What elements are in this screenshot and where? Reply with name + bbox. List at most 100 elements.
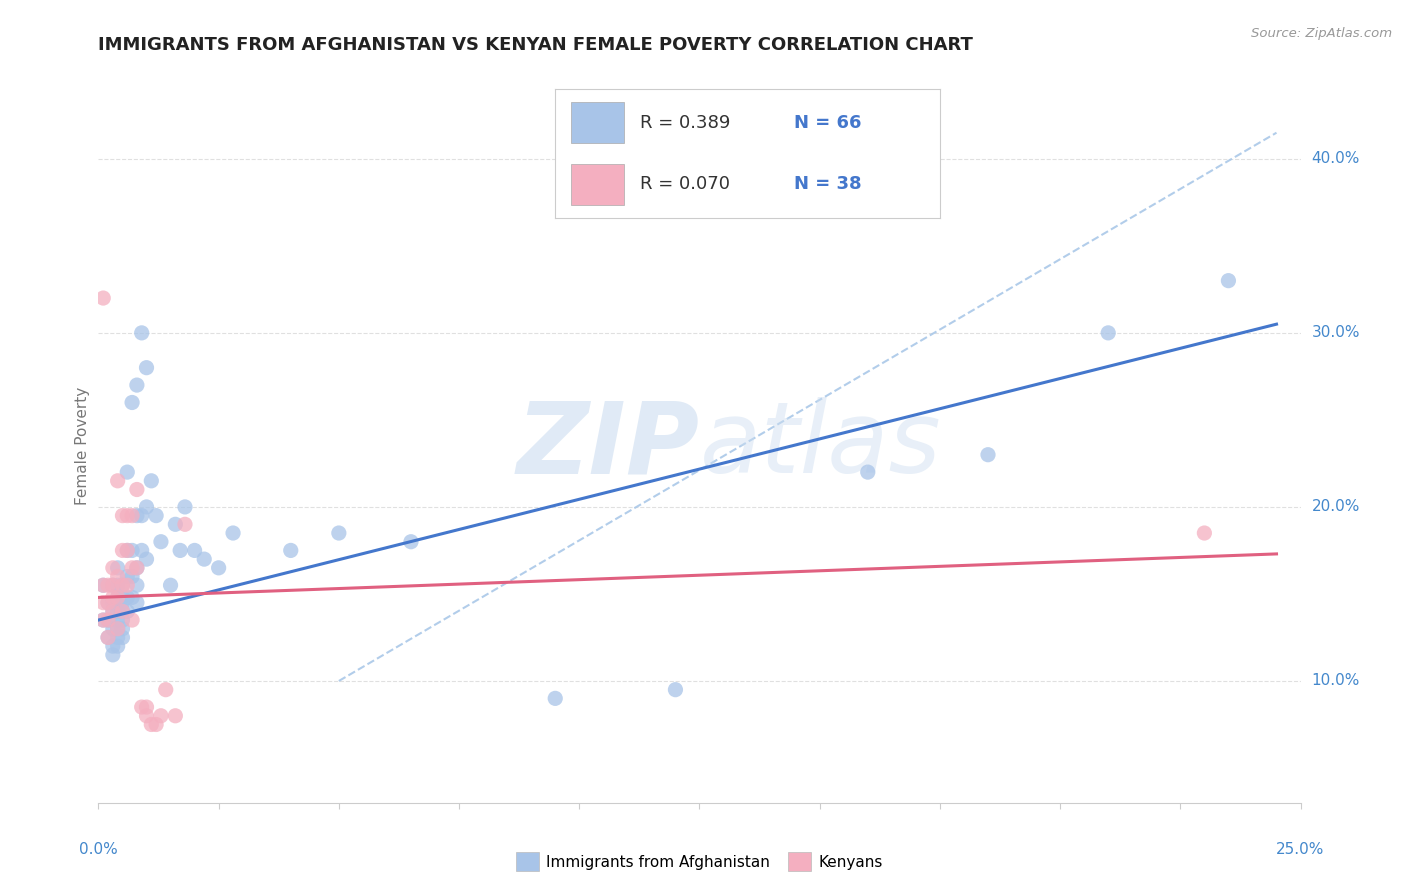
Point — [169, 543, 191, 558]
Point — [544, 691, 567, 706]
Point — [174, 517, 197, 532]
Point — [107, 561, 129, 575]
Point — [111, 604, 134, 618]
Point — [125, 508, 148, 523]
Point — [141, 717, 163, 731]
Point — [131, 508, 153, 523]
Point — [107, 578, 129, 592]
Point — [101, 648, 124, 662]
Point — [91, 578, 114, 592]
Point — [165, 708, 187, 723]
Point — [101, 604, 124, 618]
Point — [101, 591, 124, 605]
Point — [107, 613, 129, 627]
Y-axis label: Female Poverty: Female Poverty — [75, 387, 90, 505]
Point — [107, 639, 129, 653]
Point — [135, 700, 157, 714]
Point — [856, 465, 879, 479]
Point — [111, 578, 134, 592]
Point — [101, 561, 124, 575]
Text: Source: ZipAtlas.com: Source: ZipAtlas.com — [1251, 27, 1392, 40]
Point — [107, 622, 129, 636]
Text: 40.0%: 40.0% — [1312, 152, 1360, 166]
Point — [141, 474, 163, 488]
Point — [121, 395, 143, 409]
Text: IMMIGRANTS FROM AFGHANISTAN VS KENYAN FEMALE POVERTY CORRELATION CHART: IMMIGRANTS FROM AFGHANISTAN VS KENYAN FE… — [98, 36, 973, 54]
Point — [145, 717, 167, 731]
Point — [399, 534, 422, 549]
Point — [91, 578, 114, 592]
Point — [121, 613, 143, 627]
Point — [280, 543, 302, 558]
Point — [121, 561, 143, 575]
Point — [117, 591, 139, 605]
Point — [111, 543, 134, 558]
Point — [117, 508, 139, 523]
Point — [135, 360, 157, 375]
Point — [149, 534, 172, 549]
Point — [222, 526, 245, 541]
Point — [97, 596, 120, 610]
Point — [111, 578, 134, 592]
Point — [125, 378, 148, 392]
Point — [977, 448, 1000, 462]
Point — [1097, 326, 1119, 340]
Point — [149, 708, 172, 723]
Point — [97, 631, 120, 645]
Point — [174, 500, 197, 514]
Point — [101, 604, 124, 618]
Point — [111, 596, 134, 610]
Point — [107, 631, 129, 645]
Point — [111, 604, 134, 618]
Point — [125, 483, 148, 497]
Point — [145, 508, 167, 523]
Point — [159, 578, 181, 592]
Point — [125, 561, 148, 575]
Point — [193, 552, 215, 566]
Text: atlas: atlas — [699, 398, 941, 494]
Point — [107, 569, 129, 583]
Point — [101, 622, 124, 636]
Point — [107, 591, 129, 605]
Point — [165, 517, 187, 532]
Point — [183, 543, 205, 558]
Text: 30.0%: 30.0% — [1312, 326, 1360, 341]
Point — [125, 596, 148, 610]
Point — [131, 543, 153, 558]
Point — [91, 596, 114, 610]
Point — [131, 326, 153, 340]
Point — [97, 596, 120, 610]
Point — [101, 578, 124, 592]
Point — [107, 591, 129, 605]
Point — [101, 578, 124, 592]
Point — [101, 596, 124, 610]
Point — [117, 604, 139, 618]
Point — [1194, 526, 1216, 541]
Point — [121, 591, 143, 605]
Point — [1218, 274, 1240, 288]
Text: 0.0%: 0.0% — [79, 842, 118, 856]
Point — [97, 578, 120, 592]
Point — [111, 613, 134, 627]
Point — [121, 543, 143, 558]
Point — [97, 613, 120, 627]
Point — [107, 622, 129, 636]
Point — [328, 526, 350, 541]
Point — [97, 631, 120, 645]
Point — [208, 561, 231, 575]
Point — [91, 291, 114, 305]
Point — [135, 552, 157, 566]
Point — [117, 578, 139, 592]
Point — [117, 543, 139, 558]
Point — [117, 543, 139, 558]
Point — [135, 500, 157, 514]
Point — [125, 578, 148, 592]
Point — [91, 613, 114, 627]
Point — [121, 508, 143, 523]
Point — [107, 604, 129, 618]
Point — [135, 708, 157, 723]
Point — [117, 569, 139, 583]
Point — [664, 682, 686, 697]
Point — [111, 631, 134, 645]
Point — [117, 465, 139, 479]
